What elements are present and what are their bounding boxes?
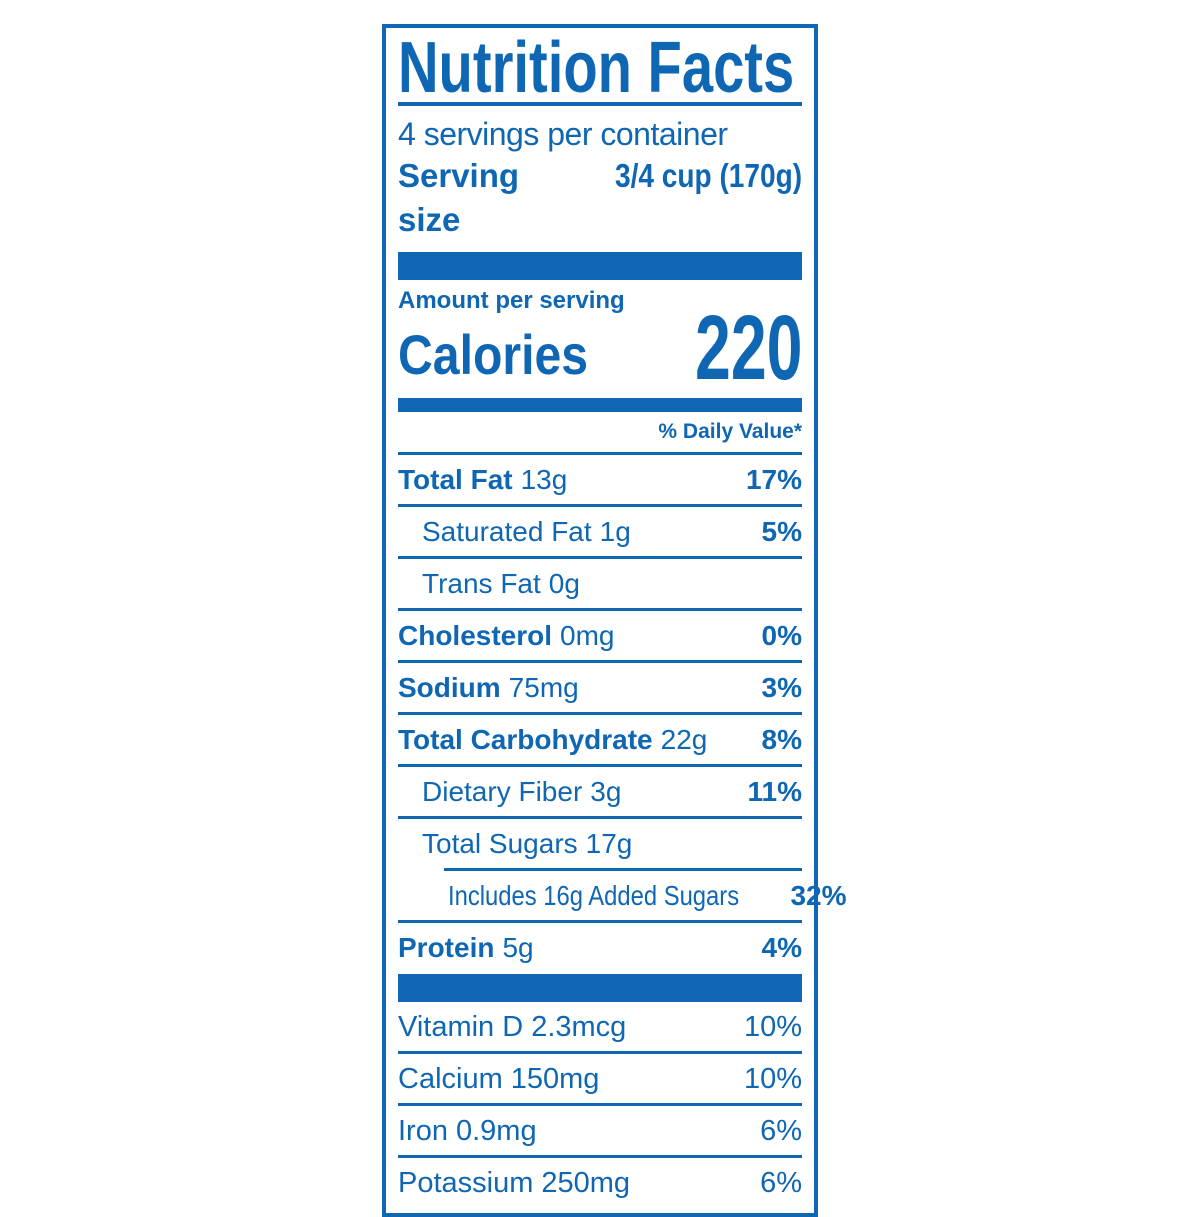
nutrient-amount: 5g xyxy=(502,932,534,963)
nutrient-row-added-sugars: Includes 16g Added Sugars 32% xyxy=(398,871,847,920)
nutrient-amount: 1g xyxy=(599,516,631,547)
vitamin-row-calcium: Calcium 150mg 10% xyxy=(398,1054,802,1103)
title-divider xyxy=(398,102,802,106)
vitamin-row-potassium: Potassium 250mg 6% xyxy=(398,1158,802,1207)
nutrient-name: Trans Fat xyxy=(422,568,541,599)
nutrient-dv: 3% xyxy=(761,672,802,703)
nutrient-name: Protein xyxy=(398,932,495,963)
nutrition-facts-label: Nutrition Facts 4 servings per container… xyxy=(382,24,847,1217)
divider xyxy=(398,556,802,559)
nutrient-amount: 0g xyxy=(548,568,580,599)
divider xyxy=(398,1155,802,1158)
divider xyxy=(398,920,802,923)
nutrient-name: Includes 16g Added Sugars xyxy=(448,880,740,911)
nutrient-name: Cholesterol xyxy=(398,620,553,651)
nutrient-dv: 4% xyxy=(761,932,802,963)
vitamin-amount: 0.9mg xyxy=(455,1115,537,1147)
vitamin-name: Calcium xyxy=(398,1063,503,1095)
nutrient-row-protein: Protein 5g 4% xyxy=(398,923,802,972)
vitamin-name: Iron xyxy=(398,1115,448,1147)
divider xyxy=(398,608,802,611)
divider xyxy=(398,1103,802,1106)
vitamin-amount: 2.3mcg xyxy=(531,1011,627,1043)
nutrient-row-trans-fat: Trans Fat 0g xyxy=(398,559,802,608)
divider xyxy=(398,1051,802,1054)
divider xyxy=(398,764,802,767)
vitamin-name: Potassium xyxy=(398,1167,534,1199)
serving-size-label: Serving size xyxy=(398,157,520,238)
nutrient-amount: 13g xyxy=(520,464,568,495)
calories-label: Calories xyxy=(398,323,589,386)
vitamin-dv: 6% xyxy=(760,1115,802,1147)
serving-size-value: 3/4 cup (170g) xyxy=(614,157,802,194)
vitamin-row-vitamin-d: Vitamin D 2.3mcg 10% xyxy=(398,1002,802,1051)
nutrient-dv: 11% xyxy=(747,776,803,807)
nutrient-dv: 17% xyxy=(745,464,802,495)
nutrient-row-cholesterol: Cholesterol 0mg 0% xyxy=(398,611,802,660)
nutrient-row-dietary-fiber: Dietary Fiber 3g 11% xyxy=(398,767,802,816)
section-bar-bottom xyxy=(398,974,802,1002)
nutrient-amount: 0mg xyxy=(560,620,615,651)
servings-per-container: 4 servings per container xyxy=(398,116,728,152)
nutrient-dv: 8% xyxy=(761,724,802,755)
divider xyxy=(398,452,802,455)
nutrient-name: Total Carbohydrate xyxy=(398,724,653,755)
section-bar-top xyxy=(398,252,802,280)
amount-per-serving-label: Amount per serving xyxy=(398,287,625,314)
nutrient-dv: 0% xyxy=(761,620,802,651)
calories-value: 220 xyxy=(694,297,802,399)
divider-indented xyxy=(444,868,802,871)
label-title: Nutrition Facts xyxy=(398,28,802,108)
nutrient-row-total-carbohydrate: Total Carbohydrate 22g 8% xyxy=(398,715,802,764)
nutrient-amount: 75mg xyxy=(508,672,579,703)
nutrient-row-saturated-fat: Saturated Fat 1g 5% xyxy=(398,507,802,556)
nutrient-row-total-fat: Total Fat 13g 17% xyxy=(398,455,802,504)
nutrient-amount: 3g xyxy=(590,776,622,807)
nutrient-row-total-sugars: Total Sugars 17g xyxy=(398,819,802,868)
vitamin-dv: 10% xyxy=(743,1011,802,1043)
vitamin-dv: 10% xyxy=(743,1063,802,1095)
nutrient-row-sodium: Sodium 75mg 3% xyxy=(398,663,802,712)
calories-row: Calories 220 xyxy=(398,297,802,399)
label-title-text: Nutrition Facts xyxy=(398,28,795,108)
nutrient-dv: 5% xyxy=(761,516,802,547)
vitamin-row-iron: Iron 0.9mg 6% xyxy=(398,1106,802,1155)
nutrient-name: Dietary Fiber xyxy=(422,776,583,807)
vitamin-dv: 6% xyxy=(760,1167,802,1199)
vitamin-amount: 250mg xyxy=(541,1167,631,1199)
nutrient-name: Sodium xyxy=(398,672,501,703)
divider xyxy=(398,816,802,819)
daily-value-header: % Daily Value* xyxy=(658,420,802,443)
nutrient-name: Total Fat xyxy=(398,464,513,495)
nutrient-amount: 17g xyxy=(585,828,633,859)
nutrient-amount: 22g xyxy=(660,724,708,755)
serving-size-row: Serving size 3/4 cup (170g) xyxy=(398,154,802,242)
nutrient-name: Saturated Fat xyxy=(422,516,592,547)
divider xyxy=(398,504,802,507)
divider xyxy=(398,660,802,663)
divider xyxy=(398,712,802,715)
nutrient-dv: 32% xyxy=(790,880,847,911)
calories-bar xyxy=(398,398,802,412)
nutrient-name: Total Sugars xyxy=(422,828,578,859)
vitamin-amount: 150mg xyxy=(510,1063,600,1095)
vitamin-name: Vitamin D xyxy=(398,1011,524,1043)
